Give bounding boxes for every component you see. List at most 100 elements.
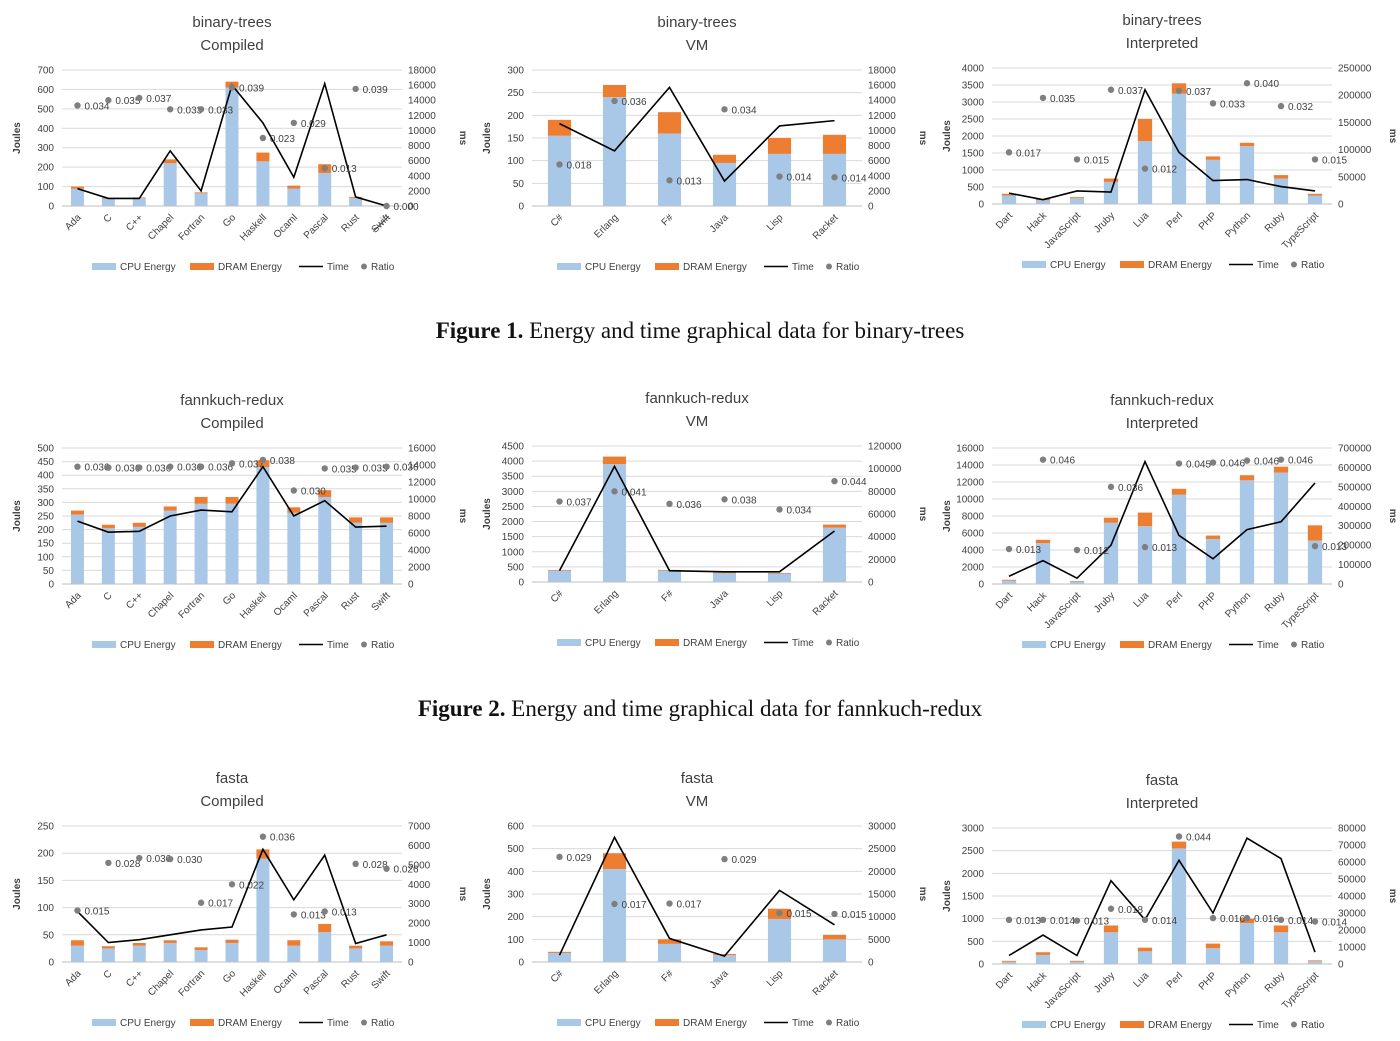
ratio-point — [721, 106, 728, 113]
ratio-data-label: 0.033 — [208, 105, 233, 116]
ratio-data-label: 0.014 — [1322, 918, 1347, 929]
y2-tick-label: 2000 — [408, 919, 431, 930]
x-tick-label: JavaScript — [1042, 970, 1083, 1011]
y2-tick-label: 16000 — [408, 81, 436, 92]
x-tick-label: Hack — [1025, 590, 1050, 615]
bar-cpu-energy — [1273, 932, 1289, 964]
x-tick-label: F# — [660, 588, 676, 604]
ratio-point — [1311, 156, 1319, 163]
ratio-point — [74, 463, 81, 470]
ratio-data-label: 0.044 — [1186, 833, 1211, 844]
bar-dram-energy — [1307, 193, 1323, 196]
y-tick-label: 250 — [507, 88, 524, 99]
bar-cpu-energy — [163, 942, 177, 962]
chart-title-line-1: fannkuch-redux — [645, 390, 749, 407]
x-tick-label: Ocaml — [272, 968, 300, 996]
ratio-data-label: 0.036 — [394, 463, 419, 474]
y2-tick-label: 500000 — [1338, 482, 1372, 493]
bar-dram-energy — [657, 112, 682, 134]
y-tick-label: 1500 — [962, 892, 985, 903]
bar-dram-energy — [194, 947, 208, 951]
legend-dram-swatch — [1120, 641, 1144, 648]
y2-tick-label: 5000 — [868, 935, 891, 946]
y-tick-label: 150 — [37, 876, 54, 887]
ratio-point — [1175, 833, 1183, 840]
x-tick-label: TypeScript — [1280, 970, 1321, 1011]
bar-dram-energy — [318, 490, 332, 497]
bar-dram-energy — [287, 507, 301, 513]
bar-dram-energy — [225, 939, 239, 943]
x-tick-label: Go — [221, 968, 239, 986]
figure-1-caption: Figure 1. Energy and time graphical data… — [0, 318, 1400, 344]
ratio-point — [352, 860, 359, 868]
legend-dram-swatch — [190, 1019, 214, 1026]
bar-dram-energy — [70, 940, 84, 946]
legend-ratio-swatch — [826, 263, 832, 270]
y-tick-label: 100 — [507, 156, 524, 167]
bar-cpu-energy — [1307, 961, 1323, 964]
chart-title-line-2: Compiled — [200, 415, 263, 432]
ratio-data-label: 0.013 — [1322, 542, 1347, 553]
ratio-data-label: 0.018 — [567, 160, 592, 171]
legend-cpu-swatch — [92, 641, 116, 648]
ratio-data-label: 0.038 — [732, 495, 757, 506]
ratio-data-label: 0.030 — [301, 487, 326, 498]
ratio-data-label: 0.014 — [1152, 916, 1177, 927]
ratio-data-label: 0.045 — [1186, 460, 1211, 471]
bar-dram-energy — [1239, 142, 1255, 147]
ratio-point — [1107, 905, 1115, 912]
x-tick-label: Erlang — [592, 968, 620, 996]
chart-title-line-1: binary-trees — [1122, 12, 1201, 29]
figure-2-text: Energy and time graphical data for fannk… — [511, 696, 983, 721]
ratio-data-label: 0.012 — [1152, 165, 1177, 176]
y-tick-label: 2500 — [502, 502, 525, 513]
series-time-line — [1008, 837, 1316, 957]
ratio-point — [136, 94, 143, 102]
bar-cpu-energy — [1307, 540, 1323, 584]
x-tick-label: Java — [708, 968, 731, 991]
y2-tick-label: 20000 — [868, 867, 896, 878]
legend-time-label: Time — [327, 262, 349, 273]
y2-tick-label: 15000 — [868, 890, 896, 901]
y-axis-label: Joules — [942, 500, 953, 532]
x-tick-label: Ruby — [1263, 970, 1287, 994]
bar-dram-energy — [1001, 579, 1017, 581]
bar-dram-energy — [101, 946, 115, 949]
ratio-data-label: 0.013 — [1152, 543, 1177, 554]
ratio-data-label: 0.028 — [363, 860, 388, 871]
ratio-point — [1005, 916, 1013, 923]
y2-tick-label: 1000 — [408, 938, 431, 949]
chart-fannkuch-redux-compiled: fannkuch-redux Compiled 0 50 100 150 200 250 300… — [12, 392, 468, 651]
ratio-point — [259, 833, 267, 840]
x-tick-label: Ada — [63, 590, 84, 611]
ratio-point — [1277, 102, 1285, 110]
bar-cpu-energy — [1171, 494, 1187, 584]
y-axis-label: Joules — [942, 120, 953, 152]
y-tick-label: 3500 — [502, 472, 525, 483]
y-tick-label: 10000 — [956, 495, 984, 506]
legend-ratio-label: Ratio — [836, 262, 860, 273]
y2-tick-label: 50000 — [1338, 172, 1366, 183]
x-tick-label: JavaScript — [1042, 590, 1083, 631]
y2-tick-label: 14000 — [408, 461, 436, 472]
x-tick-label: Perl — [1165, 970, 1185, 990]
bar-cpu-energy — [256, 858, 270, 962]
ratio-point — [831, 910, 838, 918]
bar-dram-energy — [349, 945, 363, 949]
y2-tick-label: 6000 — [868, 156, 891, 167]
y-tick-label: 700 — [37, 66, 54, 77]
ratio-point — [352, 85, 359, 93]
x-tick-label: Rust — [339, 590, 361, 612]
y-tick-label: 100 — [37, 182, 54, 193]
ratio-data-label: 0.039 — [239, 83, 264, 94]
x-tick-label: C++ — [124, 590, 145, 611]
ratio-point — [290, 911, 298, 918]
bar-cpu-energy — [1171, 93, 1187, 204]
legend-cpu-swatch — [557, 639, 581, 646]
ratio-point — [1141, 916, 1149, 923]
y2-tick-label: 20000 — [868, 555, 896, 566]
y2-tick-label: 30000 — [868, 822, 896, 833]
ratio-data-label: 0.013 — [1084, 917, 1109, 928]
legend-dram-swatch — [655, 263, 679, 270]
bar-cpu-energy — [1273, 178, 1289, 204]
